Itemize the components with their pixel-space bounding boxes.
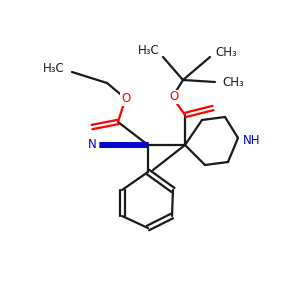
- Text: O: O: [122, 92, 130, 106]
- Text: NH: NH: [243, 134, 261, 146]
- Text: H₃C: H₃C: [43, 62, 65, 76]
- Text: O: O: [169, 91, 178, 103]
- Text: H₃C: H₃C: [138, 44, 160, 58]
- Text: CH₃: CH₃: [222, 76, 244, 88]
- Text: CH₃: CH₃: [215, 46, 237, 59]
- Text: N: N: [88, 139, 96, 152]
